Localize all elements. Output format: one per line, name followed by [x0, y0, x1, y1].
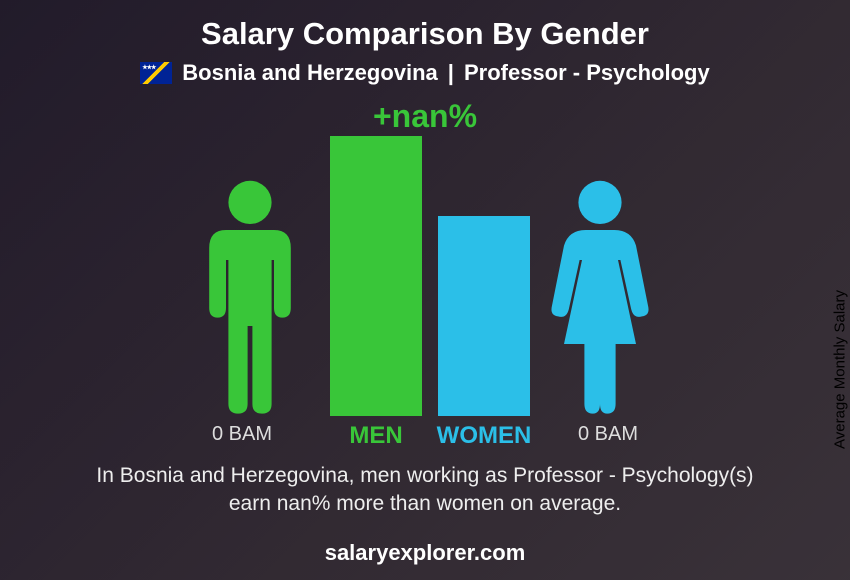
difference-label: +nan% [373, 98, 477, 135]
subtitle-row: Bosnia and Herzegovina | Professor - Psy… [0, 60, 850, 86]
description-text: In Bosnia and Herzegovina, men working a… [0, 462, 850, 519]
page-title: Salary Comparison By Gender [0, 16, 850, 52]
women-label: WOMEN [424, 422, 544, 450]
y-axis-label: Average Monthly Salary [832, 290, 849, 449]
men-value: 0 BAM [212, 423, 272, 446]
country-label: Bosnia and Herzegovina [182, 60, 438, 86]
men-label: MEN [316, 422, 436, 450]
footer-brand: salaryexplorer.com [0, 540, 850, 566]
chart-area: +nan% 0 BAM MEN WOMEN 0 BAM [0, 98, 850, 458]
man-icon [190, 176, 310, 416]
women-bar [438, 216, 530, 416]
woman-icon [540, 176, 660, 416]
header: Salary Comparison By Gender Bosnia and H… [0, 0, 850, 86]
flag-icon [140, 62, 172, 84]
women-value: 0 BAM [578, 423, 638, 446]
men-bar [330, 136, 422, 416]
job-label: Professor - Psychology [464, 60, 710, 86]
separator: | [448, 60, 454, 86]
